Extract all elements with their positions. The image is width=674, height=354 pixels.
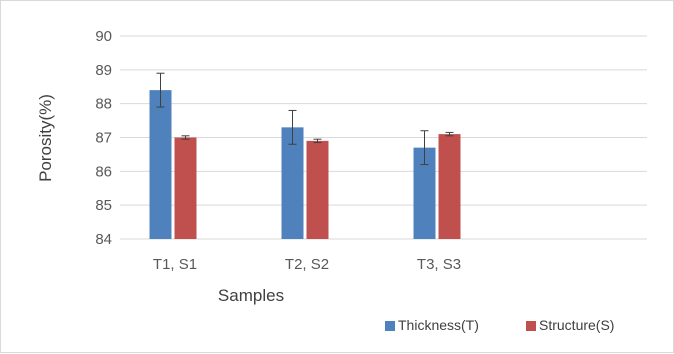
legend-swatch-thickness: [385, 321, 395, 331]
y-tick-label: 85: [95, 197, 112, 214]
y-tick-label: 87: [95, 130, 112, 147]
x-tick-label: T1, S1: [153, 256, 197, 273]
bar-structure-1: [174, 137, 197, 239]
y-axis-title: Porosity(%): [36, 94, 55, 182]
bars: [149, 90, 461, 239]
gridlines: [120, 35, 647, 240]
x-axis-title: Samples: [218, 286, 284, 305]
error-bars: [156, 72, 454, 166]
y-tick-label: 90: [95, 28, 112, 45]
bar-structure-3: [438, 134, 461, 239]
x-tick-label: T3, S3: [417, 256, 461, 273]
x-tick-labels: T1, S1 T2, S2 T3, S3: [153, 256, 461, 273]
legend-label-thickness: Thickness(T): [398, 317, 479, 333]
legend-swatch-structure: [526, 321, 536, 331]
y-tick-labels: 84 85 86 87 88 89 90: [95, 28, 112, 248]
x-tick-label: T2, S2: [285, 256, 329, 273]
bar-thickness-3: [413, 147, 436, 239]
y-tick-label: 86: [95, 163, 112, 180]
bar-structure-2: [306, 140, 329, 239]
legend: Thickness(T) Structure(S): [385, 317, 614, 333]
y-tick-label: 89: [95, 62, 112, 79]
y-tick-label: 84: [95, 231, 112, 248]
y-tick-label: 88: [95, 96, 112, 113]
bar-thickness-2: [281, 127, 304, 239]
bar-thickness-1: [149, 90, 172, 239]
legend-label-structure: Structure(S): [539, 317, 614, 333]
